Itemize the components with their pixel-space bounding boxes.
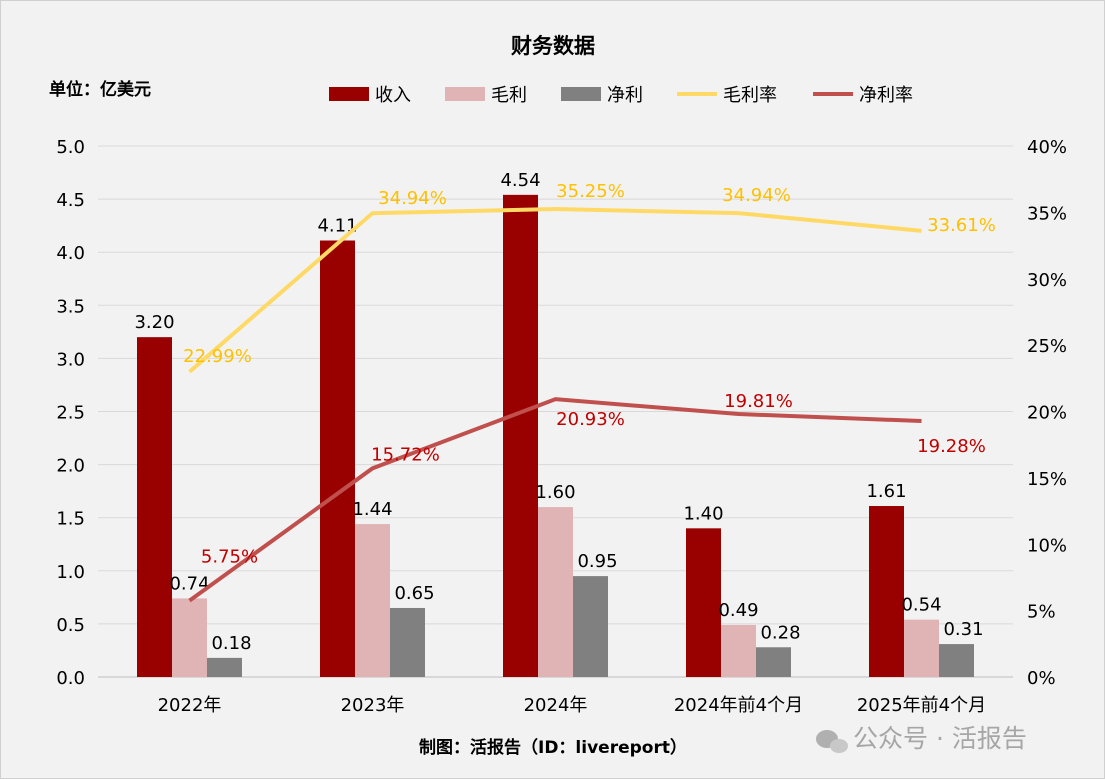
bar-label: 0.49 xyxy=(718,600,758,621)
line-label: 34.94% xyxy=(378,188,447,209)
x-tick-label: 2022年 xyxy=(158,695,222,716)
left-tick-label: 0.5 xyxy=(56,615,85,636)
line-label: 15.72% xyxy=(371,444,440,465)
left-tick-label: 1.5 xyxy=(56,509,85,530)
bar-label: 1.60 xyxy=(535,482,575,503)
x-tick-label: 2023年 xyxy=(341,695,405,716)
bar-毛利 xyxy=(355,524,390,677)
legend-label: 净利 xyxy=(607,85,643,106)
left-tick-label: 0.0 xyxy=(56,668,85,689)
left-tick-label: 5.0 xyxy=(56,137,85,158)
legend-label: 毛利率 xyxy=(723,85,777,106)
left-tick-label: 4.5 xyxy=(56,190,85,211)
legend-swatch xyxy=(329,87,369,101)
x-tick-label: 2025年前4个月 xyxy=(857,695,986,716)
right-tick-label: 40% xyxy=(1027,137,1067,158)
left-tick-label: 4.0 xyxy=(56,243,85,264)
bar-净利 xyxy=(207,657,242,677)
bar-净利 xyxy=(939,644,974,677)
legend-label: 毛利 xyxy=(491,85,527,106)
right-tick-label: 10% xyxy=(1027,535,1067,556)
bar-label: 1.61 xyxy=(866,481,906,502)
right-tick-label: 0% xyxy=(1027,668,1056,689)
bar-label: 4.11 xyxy=(317,216,357,237)
bar-label: 0.28 xyxy=(760,622,800,643)
bar-收入 xyxy=(869,506,904,677)
bar-净利 xyxy=(390,607,425,677)
legend-swatch xyxy=(445,87,485,101)
line-毛利率 xyxy=(188,207,922,374)
legend-label: 收入 xyxy=(375,85,411,106)
line-label: 22.99% xyxy=(183,346,252,367)
left-tick-label: 1.0 xyxy=(56,562,85,583)
bar-毛利 xyxy=(721,624,756,677)
line-label: 20.93% xyxy=(556,409,625,430)
left-tick-label: 2.0 xyxy=(56,456,85,477)
x-tick-label: 2024年前4个月 xyxy=(674,695,803,716)
wechat-icon-bubble xyxy=(830,739,848,753)
bar-label: 0.65 xyxy=(394,583,434,604)
right-tick-label: 30% xyxy=(1027,270,1067,291)
bar-label: 0.18 xyxy=(211,633,251,654)
unit-label: 单位：亿美元 xyxy=(49,79,151,100)
bar-收入 xyxy=(320,240,355,677)
bar-label: 4.54 xyxy=(500,170,540,191)
footer-credit: 制图：活报告（ID：livereport） xyxy=(419,737,687,758)
line-label: 19.28% xyxy=(917,436,986,457)
left-tick-label: 3.5 xyxy=(56,296,85,317)
right-tick-label: 5% xyxy=(1027,602,1056,623)
legend-label: 净利率 xyxy=(859,85,913,106)
bar-收入 xyxy=(686,528,721,677)
left-tick-label: 3.0 xyxy=(56,349,85,370)
bar-label: 0.31 xyxy=(943,619,983,640)
line-label: 33.61% xyxy=(927,215,996,236)
right-tick-label: 20% xyxy=(1027,403,1067,424)
line-label: 35.25% xyxy=(556,181,625,202)
bar-净利 xyxy=(573,576,608,677)
right-tick-label: 15% xyxy=(1027,469,1067,490)
bar-label: 0.54 xyxy=(901,595,941,616)
bar-收入 xyxy=(503,194,538,678)
line-label: 5.75% xyxy=(201,547,258,568)
line-label: 34.94% xyxy=(722,185,791,206)
bar-毛利 xyxy=(904,619,939,677)
bar-毛利 xyxy=(538,507,573,677)
x-tick-label: 2024年 xyxy=(524,695,588,716)
bar-净利 xyxy=(756,647,791,677)
bar-label: 0.95 xyxy=(577,551,617,572)
right-tick-label: 35% xyxy=(1027,203,1067,224)
watermark: 公众号 · 活报告 xyxy=(853,724,1027,753)
right-tick-label: 25% xyxy=(1027,336,1067,357)
legend-swatch xyxy=(561,87,601,101)
bar-label: 1.44 xyxy=(352,499,392,520)
bar-收入 xyxy=(137,337,172,677)
left-tick-label: 2.5 xyxy=(56,403,85,424)
bar-label: 0.74 xyxy=(169,573,209,594)
line-label: 19.81% xyxy=(724,391,793,412)
bar-毛利 xyxy=(172,598,207,677)
bar-label: 1.40 xyxy=(683,503,723,524)
chart-title: 财务数据 xyxy=(511,34,595,58)
bar-label: 3.20 xyxy=(134,312,174,333)
